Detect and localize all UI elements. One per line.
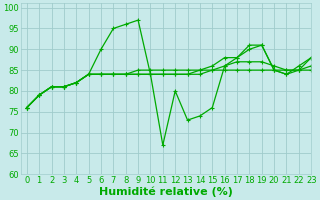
X-axis label: Humidité relative (%): Humidité relative (%) — [99, 186, 233, 197]
